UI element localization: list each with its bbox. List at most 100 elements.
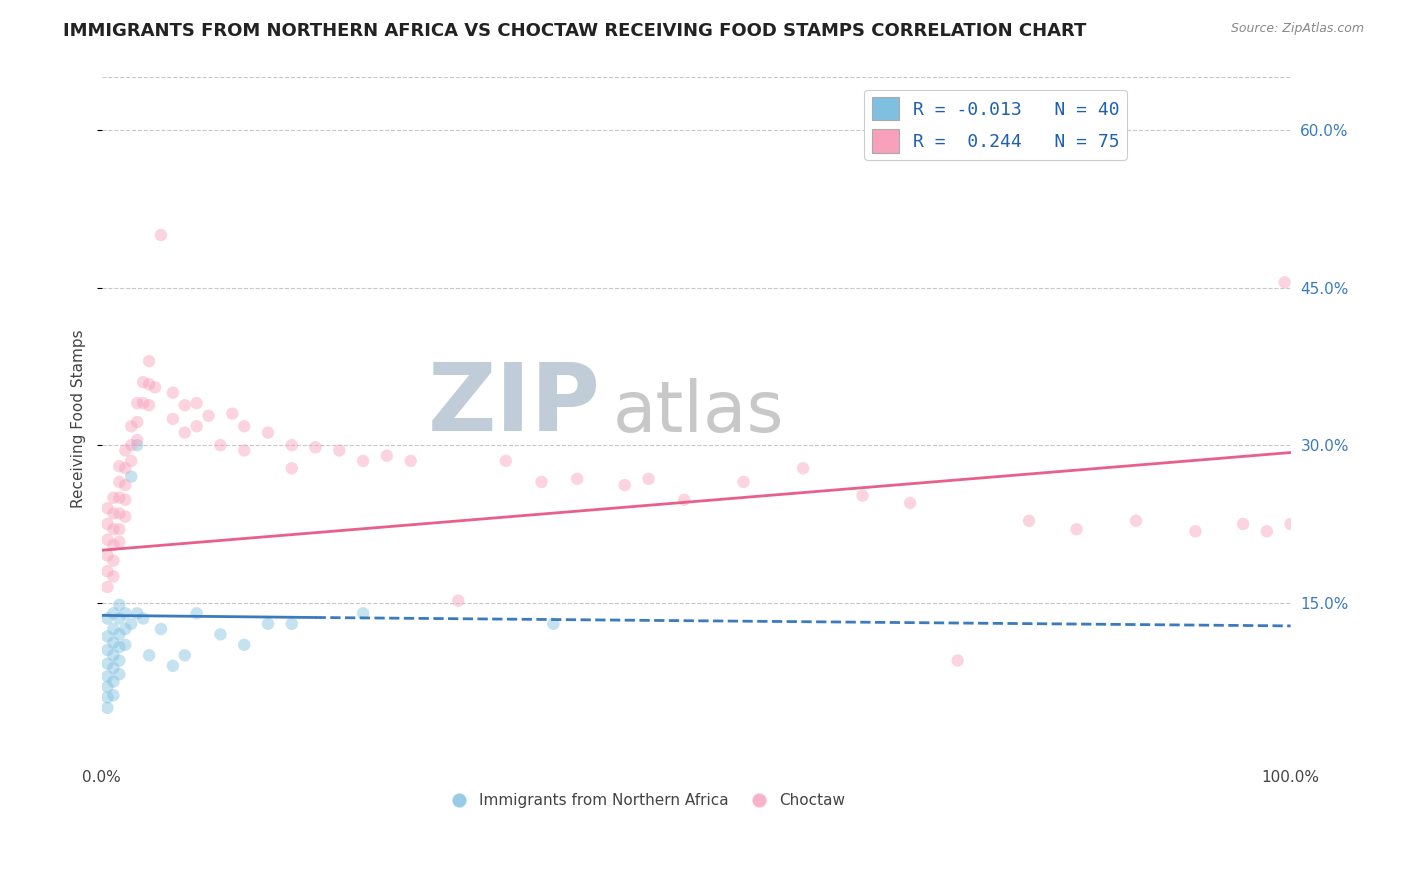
Point [162,658,184,673]
Point [233,638,256,652]
Point [114,638,136,652]
Point [108,640,131,654]
Point [96,516,118,531]
Point [103,607,125,621]
Point [565,472,588,486]
Point [1256,524,1278,539]
Point [186,607,208,621]
Point [103,648,125,663]
Point [103,491,125,505]
Point [120,469,142,483]
Point [96,533,118,547]
Point [1125,514,1147,528]
Point [221,407,243,421]
Point [173,425,195,440]
Legend: Immigrants from Northern Africa, Choctaw: Immigrants from Northern Africa, Choctaw [446,787,852,814]
Point [792,461,814,475]
Point [138,398,160,412]
Y-axis label: Receiving Food Stamps: Receiving Food Stamps [72,330,86,508]
Point [114,607,136,621]
Point [637,472,659,486]
Point [108,627,131,641]
Point [96,657,118,671]
Point [328,443,350,458]
Point [108,459,131,474]
Point [1018,514,1040,528]
Text: ZIP: ZIP [427,359,600,451]
Point [120,454,142,468]
Point [138,648,160,663]
Point [352,454,374,468]
Point [96,580,118,594]
Point [96,643,118,657]
Point [96,629,118,643]
Point [162,412,184,426]
Point [257,425,280,440]
Point [103,569,125,583]
Point [149,622,172,636]
Point [103,622,125,636]
Point [399,454,422,468]
Point [898,496,921,510]
Point [1066,522,1088,536]
Point [173,398,195,412]
Point [186,419,208,434]
Point [1274,276,1296,290]
Point [114,461,136,475]
Point [114,492,136,507]
Point [132,375,155,389]
Point [1184,524,1206,539]
Point [281,461,304,475]
Point [281,438,304,452]
Point [447,593,470,607]
Point [127,396,149,410]
Point [108,522,131,536]
Point [186,396,208,410]
Point [143,380,166,394]
Point [543,616,565,631]
Point [108,667,131,681]
Point [304,440,326,454]
Point [127,607,149,621]
Point [96,690,118,705]
Text: IMMIGRANTS FROM NORTHERN AFRICA VS CHOCTAW RECEIVING FOOD STAMPS CORRELATION CHA: IMMIGRANTS FROM NORTHERN AFRICA VS CHOCT… [63,22,1087,40]
Point [197,409,219,423]
Point [108,611,131,625]
Point [1279,516,1302,531]
Point [127,415,149,429]
Point [127,433,149,447]
Point [162,385,184,400]
Point [103,674,125,689]
Point [96,564,118,578]
Point [733,475,755,489]
Point [149,228,172,243]
Point [103,688,125,702]
Point [673,492,696,507]
Point [103,661,125,675]
Point [96,680,118,694]
Point [281,616,304,631]
Point [209,438,232,452]
Point [96,549,118,563]
Point [114,478,136,492]
Point [108,475,131,489]
Point [120,419,142,434]
Point [96,701,118,715]
Point [257,616,280,631]
Point [132,396,155,410]
Point [103,554,125,568]
Point [1232,516,1254,531]
Point [352,607,374,621]
Point [114,509,136,524]
Text: atlas: atlas [613,377,785,447]
Point [946,654,969,668]
Point [120,616,142,631]
Point [108,654,131,668]
Point [96,669,118,683]
Point [375,449,398,463]
Text: Source: ZipAtlas.com: Source: ZipAtlas.com [1230,22,1364,36]
Point [96,501,118,516]
Point [127,438,149,452]
Point [108,491,131,505]
Point [233,419,256,434]
